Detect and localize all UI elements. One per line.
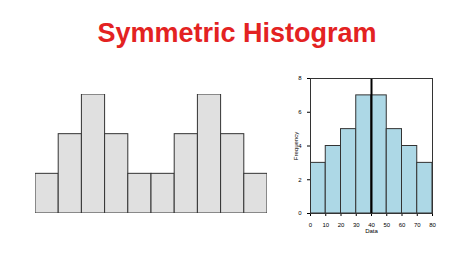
svg-text:8: 8 xyxy=(298,75,302,81)
svg-text:70: 70 xyxy=(414,222,421,228)
svg-text:80: 80 xyxy=(429,222,436,228)
svg-text:0: 0 xyxy=(298,210,302,216)
svg-text:30: 30 xyxy=(353,222,360,228)
svg-text:10: 10 xyxy=(322,222,329,228)
svg-text:4: 4 xyxy=(298,142,302,149)
svg-text:50: 50 xyxy=(383,222,390,228)
svg-text:Data: Data xyxy=(365,228,378,234)
svg-text:6: 6 xyxy=(298,109,302,115)
svg-text:20: 20 xyxy=(338,222,345,228)
svg-text:60: 60 xyxy=(399,222,406,228)
svg-text:2: 2 xyxy=(298,177,302,183)
svg-text:Frequency: Frequency xyxy=(293,132,299,160)
html-text:Symmetric Histogram: Symmetric Histogram xyxy=(97,18,377,48)
svg-text:0: 0 xyxy=(309,222,313,228)
svg-text:40: 40 xyxy=(368,221,375,228)
